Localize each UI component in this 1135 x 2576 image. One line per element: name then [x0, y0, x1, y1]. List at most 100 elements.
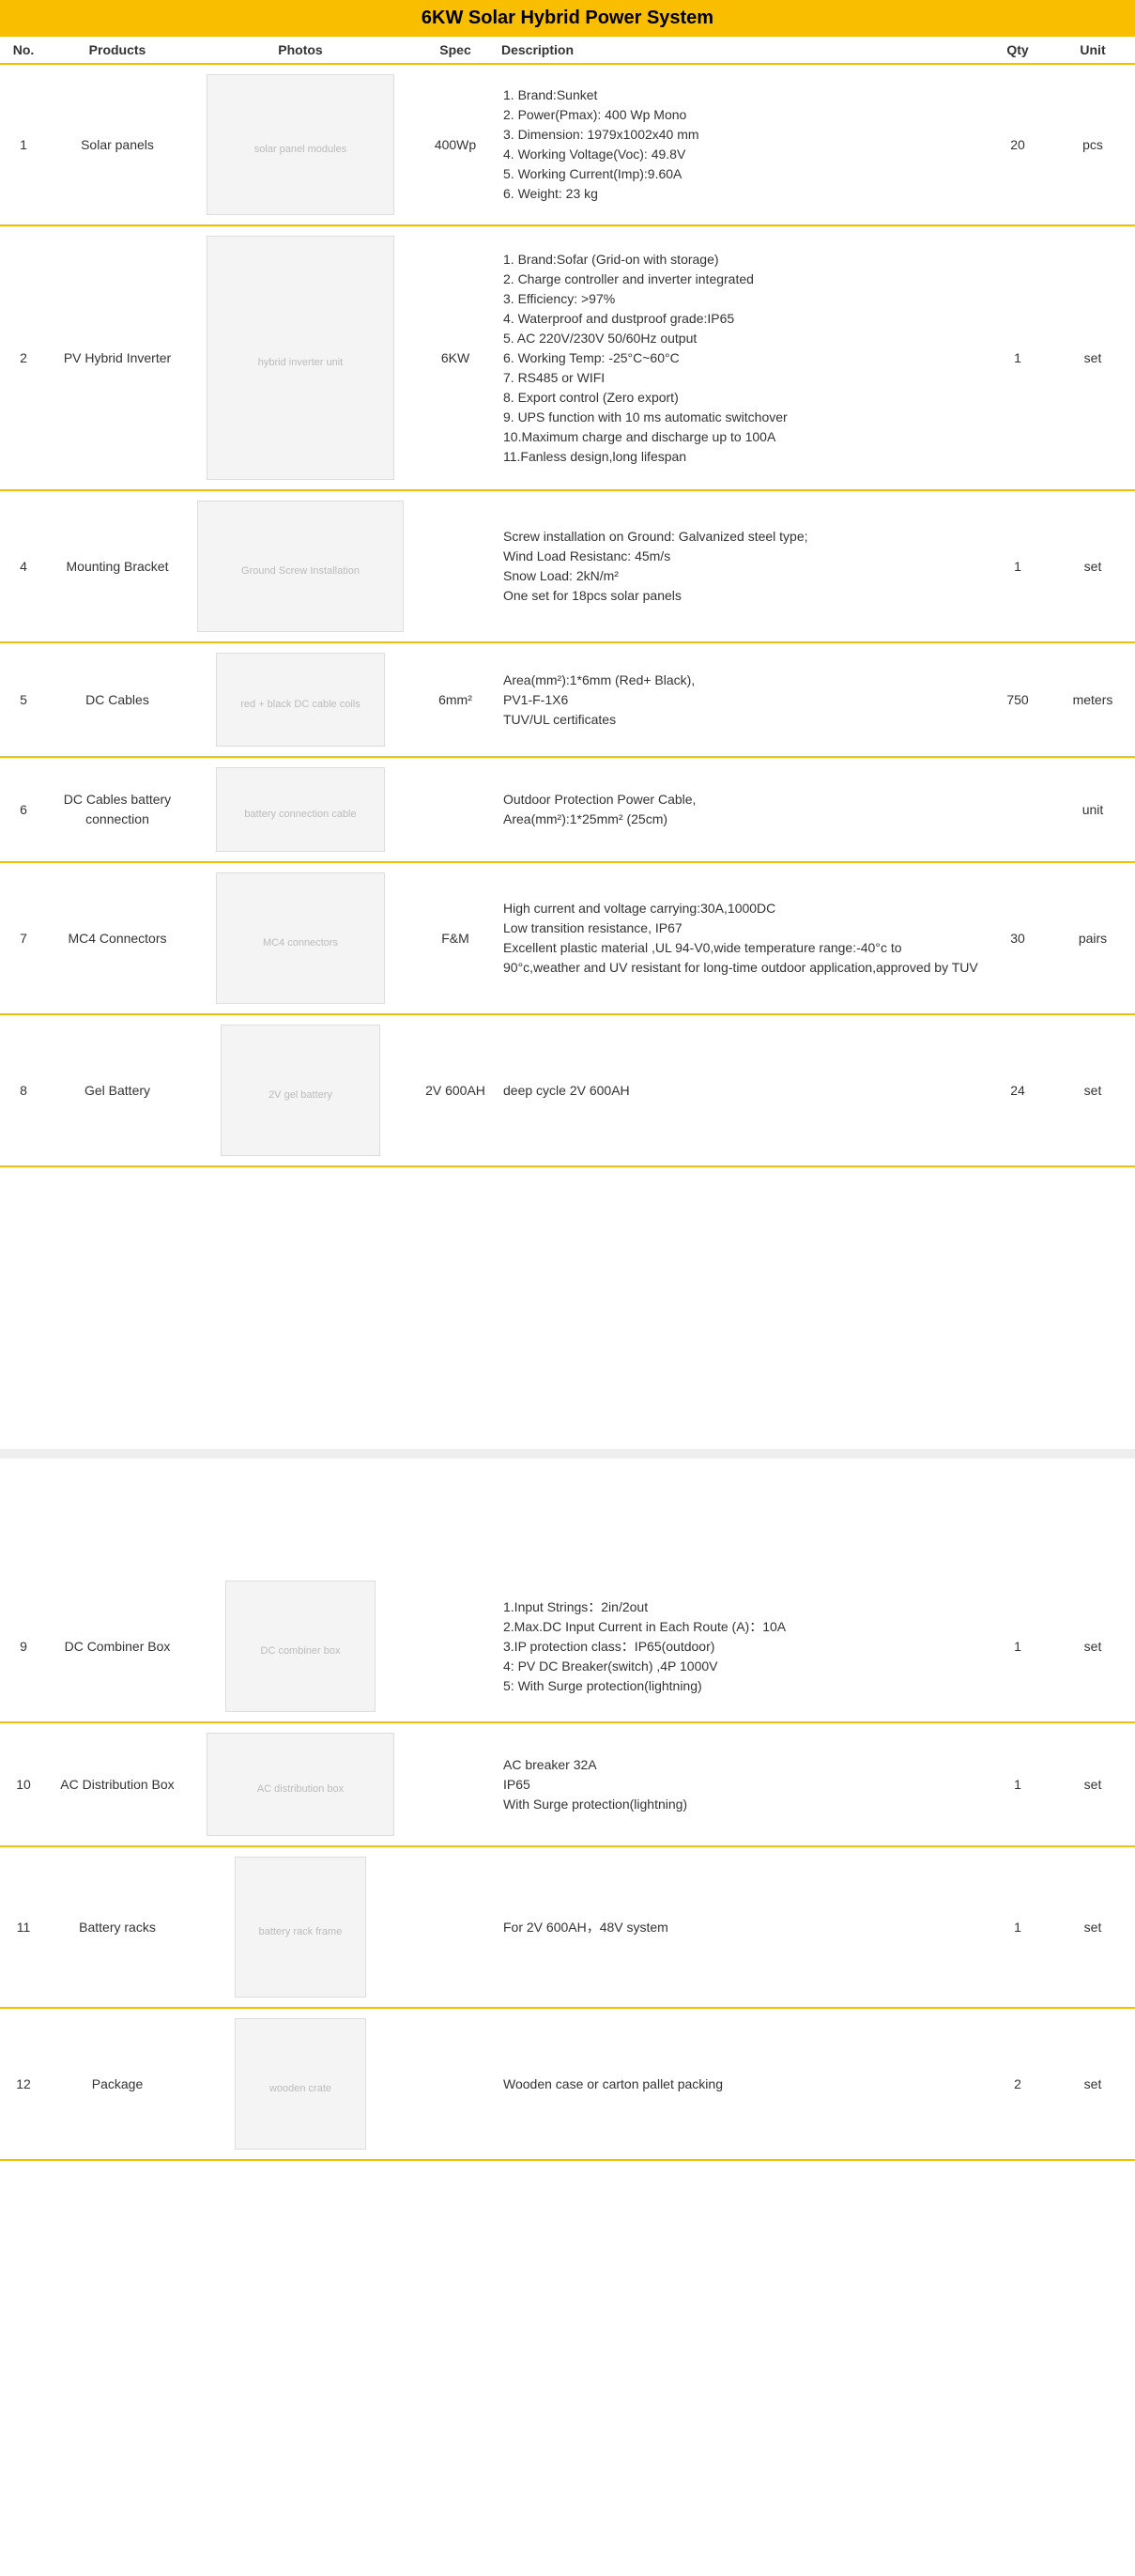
cell-spec [413, 1571, 498, 1722]
product-photo-placeholder: red + black DC cable coils [216, 653, 385, 747]
cell-no: 8 [0, 1014, 47, 1166]
cell-no: 1 [0, 64, 47, 225]
table-header: No. Products Photos Spec Description Qty… [0, 37, 1135, 64]
cell-qty: 2 [985, 2008, 1051, 2160]
col-unit: Unit [1051, 37, 1135, 64]
cell-photo: battery connection cable [188, 757, 413, 862]
cell-no: 6 [0, 757, 47, 862]
cell-photo: wooden crate [188, 2008, 413, 2160]
spec-table-bottom: 9DC Combiner Box DC combiner box 1.Input S… [0, 1571, 1135, 2161]
page-gap-bar [0, 1449, 1135, 1458]
cell-unit: set [1051, 1571, 1135, 1722]
cell-unit: set [1051, 2008, 1135, 2160]
cell-no: 12 [0, 2008, 47, 2160]
product-photo-placeholder: solar panel modules [207, 74, 394, 215]
cell-unit: set [1051, 1722, 1135, 1846]
cell-unit: set [1051, 1846, 1135, 2008]
cell-no: 10 [0, 1722, 47, 1846]
col-spec: Spec [413, 37, 498, 64]
table-row: 7MC4 ConnectorsMC4 connectors F&MHigh cur… [0, 862, 1135, 1014]
cell-photo: red + black DC cable coils [188, 642, 413, 757]
cell-spec [413, 1846, 498, 2008]
cell-unit: meters [1051, 642, 1135, 757]
cell-description: High current and voltage carrying:30A,10… [498, 862, 985, 1014]
table-row: 6DC Cables battery connectionbattery con… [0, 757, 1135, 862]
col-description: Description [498, 37, 985, 64]
product-photo-placeholder: battery connection cable [216, 767, 385, 852]
cell-qty: 1 [985, 490, 1051, 642]
cell-qty: 24 [985, 1014, 1051, 1166]
table-row: 9DC Combiner Box DC combiner box 1.Input S… [0, 1571, 1135, 1722]
cell-description: Area(mm²):1*6mm (Red+ Black), PV1-F-1X6 … [498, 642, 985, 757]
cell-description: For 2V 600AH，48V system [498, 1846, 985, 2008]
cell-description: Wooden case or carton pallet packing [498, 2008, 985, 2160]
cell-description: 1. Brand:Sunket 2. Power(Pmax): 400 Wp M… [498, 64, 985, 225]
product-photo-placeholder: AC distribution box [207, 1733, 394, 1836]
cell-qty: 1 [985, 1571, 1051, 1722]
cell-photo: 2V gel battery [188, 1014, 413, 1166]
cell-photo: hybrid inverter unit [188, 225, 413, 490]
cell-no: 7 [0, 862, 47, 1014]
description-text: 1. Brand:Sunket 2. Power(Pmax): 400 Wp M… [503, 85, 979, 204]
cell-photo: Ground Screw Installation [188, 490, 413, 642]
cell-qty: 750 [985, 642, 1051, 757]
description-text: 1. Brand:Sofar (Grid-on with storage) 2.… [503, 250, 979, 467]
product-photo-placeholder: MC4 connectors [216, 872, 385, 1004]
description-text: 1.Input Strings：2in/2out 2.Max.DC Input … [503, 1597, 979, 1696]
cell-description: Outdoor Protection Power Cable, Area(mm²… [498, 757, 985, 862]
description-text: deep cycle 2V 600AH [503, 1081, 979, 1101]
cell-spec [413, 2008, 498, 2160]
cell-unit: unit [1051, 757, 1135, 862]
col-no: No. [0, 37, 47, 64]
cell-product: AC Distribution Box [47, 1722, 188, 1846]
cell-spec [413, 1722, 498, 1846]
cell-product: Package [47, 2008, 188, 2160]
description-text: Outdoor Protection Power Cable, Area(mm²… [503, 790, 979, 829]
product-photo-placeholder: hybrid inverter unit [207, 236, 394, 480]
description-text: AC breaker 32A IP65 With Surge protectio… [503, 1755, 979, 1814]
cell-qty: 1 [985, 1846, 1051, 2008]
cell-description: deep cycle 2V 600AH [498, 1014, 985, 1166]
product-photo-placeholder: 2V gel battery [221, 1025, 380, 1156]
table-row: 11Battery racksbattery rack frameFor 2V … [0, 1846, 1135, 2008]
cell-qty: 30 [985, 862, 1051, 1014]
page-gap [0, 1167, 1135, 1449]
description-text: Area(mm²):1*6mm (Red+ Black), PV1-F-1X6 … [503, 671, 979, 730]
cell-qty [985, 757, 1051, 862]
cell-spec: 2V 600AH [413, 1014, 498, 1166]
cell-description: 1. Brand:Sofar (Grid-on with storage) 2.… [498, 225, 985, 490]
cell-photo: battery rack frame [188, 1846, 413, 2008]
cell-no: 9 [0, 1571, 47, 1722]
cell-spec: F&M [413, 862, 498, 1014]
description-text: Screw installation on Ground: Galvanized… [503, 527, 979, 606]
cell-product: MC4 Connectors [47, 862, 188, 1014]
cell-photo: DC combiner box [188, 1571, 413, 1722]
col-photos: Photos [188, 37, 413, 64]
cell-no: 4 [0, 490, 47, 642]
table-row: 1Solar panelssolar panel modules400Wp1. … [0, 64, 1135, 225]
cell-no: 11 [0, 1846, 47, 2008]
cell-spec: 6KW [413, 225, 498, 490]
cell-unit: set [1051, 490, 1135, 642]
cell-product: Gel Battery [47, 1014, 188, 1166]
cell-spec [413, 757, 498, 862]
cell-no: 2 [0, 225, 47, 490]
cell-spec: 400Wp [413, 64, 498, 225]
product-photo-placeholder: battery rack frame [235, 1857, 366, 1998]
cell-unit: pairs [1051, 862, 1135, 1014]
cell-qty: 20 [985, 64, 1051, 225]
table-row: 5DC Cablesred + black DC cable coils6mm²… [0, 642, 1135, 757]
cell-unit: set [1051, 1014, 1135, 1166]
cell-unit: pcs [1051, 64, 1135, 225]
cell-product: DC Combiner Box [47, 1571, 188, 1722]
cell-product: Mounting Bracket [47, 490, 188, 642]
spec-table-top: No. Products Photos Spec Description Qty… [0, 37, 1135, 1167]
cell-description: 1.Input Strings：2in/2out 2.Max.DC Input … [498, 1571, 985, 1722]
cell-spec [413, 490, 498, 642]
table-row: 2PV Hybrid Inverterhybrid inverter unit6… [0, 225, 1135, 490]
table-row: 4Mounting BracketGround Screw Installati… [0, 490, 1135, 642]
cell-product: PV Hybrid Inverter [47, 225, 188, 490]
product-photo-placeholder: DC combiner box [225, 1581, 376, 1712]
cell-photo: solar panel modules [188, 64, 413, 225]
cell-photo: MC4 connectors [188, 862, 413, 1014]
